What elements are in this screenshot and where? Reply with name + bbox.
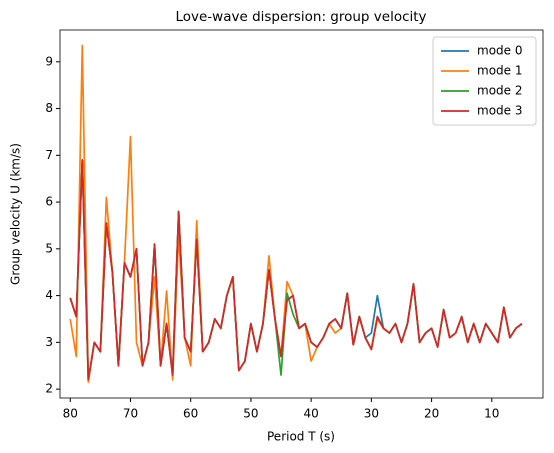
y-tick-label: 3 — [45, 335, 53, 349]
x-tick-label: 50 — [243, 407, 258, 421]
legend-label: mode 1 — [477, 64, 522, 78]
legend-box — [432, 36, 537, 126]
y-tick-label: 7 — [45, 148, 53, 162]
x-tick-label: 70 — [123, 407, 138, 421]
x-tick-label: 80 — [63, 407, 78, 421]
x-tick-label: 60 — [183, 407, 198, 421]
y-tick-label: 2 — [45, 382, 53, 396]
y-tick-label: 8 — [45, 101, 53, 115]
x-tick-label: 40 — [303, 407, 318, 421]
y-tick-label: 5 — [45, 241, 53, 255]
legend-label: mode 0 — [477, 44, 522, 58]
x-tick-label: 10 — [484, 407, 499, 421]
x-tick-label: 20 — [424, 407, 439, 421]
plot-frame — [59, 29, 544, 399]
y-tick-label: 4 — [45, 288, 53, 302]
x-tick-label: 30 — [364, 407, 379, 421]
y-axis-label: Group velocity U (km/s) — [9, 143, 23, 285]
y-tick-label: 6 — [45, 195, 53, 209]
legend-label: mode 2 — [477, 84, 522, 98]
chart-title: Love-wave dispersion: group velocity — [175, 9, 426, 25]
series-line — [69, 159, 523, 381]
x-axis-label: Period T (s) — [267, 430, 335, 444]
legend-label: mode 3 — [477, 104, 522, 118]
y-tick-label: 9 — [45, 54, 53, 68]
